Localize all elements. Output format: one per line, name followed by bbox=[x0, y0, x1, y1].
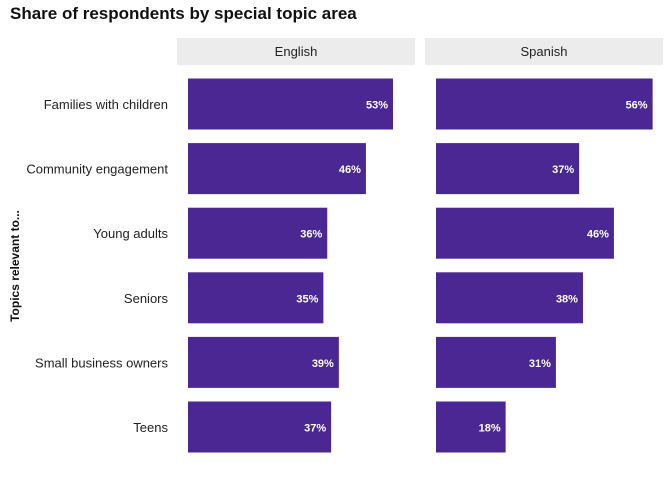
bar-value-label: 53% bbox=[366, 100, 388, 112]
bar-value-label: 46% bbox=[339, 164, 361, 176]
bar-value-label: 37% bbox=[304, 423, 326, 435]
bar bbox=[188, 336, 339, 388]
bar-value-label: 56% bbox=[626, 100, 648, 112]
bar bbox=[436, 143, 580, 195]
bar-value-label: 39% bbox=[312, 358, 334, 370]
bar bbox=[436, 207, 614, 259]
bar bbox=[436, 78, 653, 130]
bar-value-label: 38% bbox=[556, 293, 578, 305]
category-label: Teens bbox=[133, 420, 168, 435]
bar-value-label: 18% bbox=[479, 423, 501, 435]
bar bbox=[188, 78, 393, 130]
bar-value-label: 46% bbox=[587, 229, 609, 241]
bar-value-label: 36% bbox=[300, 229, 322, 241]
facet-strip bbox=[425, 38, 663, 65]
bar bbox=[188, 272, 324, 324]
bar-value-label: 37% bbox=[552, 164, 574, 176]
bar-value-label: 31% bbox=[529, 358, 551, 370]
category-label: Young adults bbox=[93, 226, 168, 241]
bar bbox=[188, 401, 332, 453]
category-label: Small business owners bbox=[35, 355, 168, 370]
bar bbox=[436, 401, 506, 453]
category-label: Families with children bbox=[44, 97, 168, 112]
y-axis-title: Topics relevant to... bbox=[8, 210, 22, 322]
bar-value-label: 35% bbox=[296, 293, 318, 305]
bar bbox=[188, 207, 328, 259]
facet-label: English bbox=[275, 44, 318, 59]
chart-title: Share of respondents by special topic ar… bbox=[10, 4, 357, 23]
category-label: Community engagement bbox=[26, 162, 168, 177]
bar bbox=[436, 272, 583, 324]
bar bbox=[188, 143, 366, 195]
category-label: Seniors bbox=[124, 291, 169, 306]
facet-label: Spanish bbox=[521, 44, 568, 59]
facet-strip bbox=[177, 38, 415, 65]
bar bbox=[436, 336, 556, 388]
